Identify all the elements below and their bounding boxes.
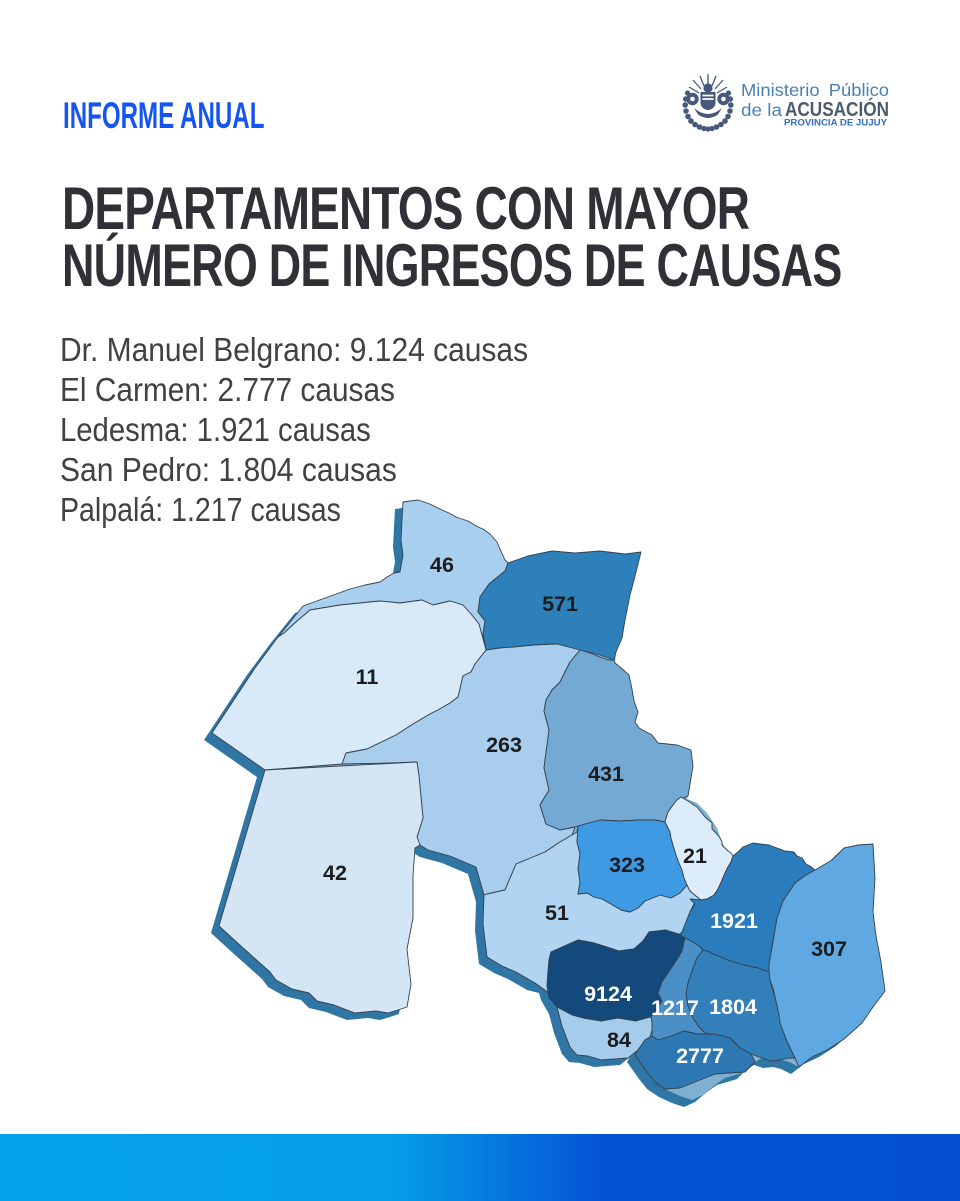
svg-text:de la: de la bbox=[741, 100, 782, 120]
svg-text:21: 21 bbox=[683, 844, 707, 868]
svg-text:307: 307 bbox=[811, 937, 847, 961]
svg-text:46: 46 bbox=[430, 553, 454, 577]
svg-text:11: 11 bbox=[356, 665, 379, 689]
svg-text:571: 571 bbox=[542, 592, 578, 616]
svg-text:84: 84 bbox=[607, 1028, 631, 1052]
svg-text:2777: 2777 bbox=[676, 1044, 724, 1068]
svg-text:1217: 1217 bbox=[651, 996, 699, 1020]
svg-text:PROVINCIA DE JUJUY: PROVINCIA DE JUJUY bbox=[784, 118, 888, 129]
svg-text:1921: 1921 bbox=[710, 909, 758, 933]
svg-text:42: 42 bbox=[323, 861, 347, 885]
svg-text:Ministerio Público: Ministerio Público bbox=[741, 80, 889, 100]
svg-text:ACUSACIÓN: ACUSACIÓN bbox=[785, 97, 889, 121]
svg-text:9124: 9124 bbox=[584, 982, 632, 1006]
svg-text:1804: 1804 bbox=[709, 995, 757, 1019]
svg-text:431: 431 bbox=[588, 762, 624, 786]
svg-text:51: 51 bbox=[545, 901, 569, 925]
svg-text:263: 263 bbox=[486, 733, 522, 757]
svg-text:323: 323 bbox=[609, 853, 645, 877]
